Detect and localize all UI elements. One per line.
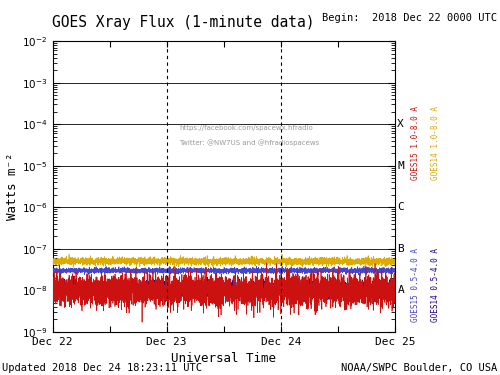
Text: GOES14 0.5-4.0 A: GOES14 0.5-4.0 A <box>430 248 440 322</box>
Text: M: M <box>398 161 404 171</box>
Text: C: C <box>398 202 404 212</box>
X-axis label: Universal Time: Universal Time <box>171 352 276 365</box>
Text: Begin:  2018 Dec 22 0000 UTC: Begin: 2018 Dec 22 0000 UTC <box>322 13 498 23</box>
Text: Updated 2018 Dec 24 18:23:11 UTC: Updated 2018 Dec 24 18:23:11 UTC <box>2 363 202 373</box>
Text: A: A <box>398 285 404 296</box>
Text: https://facebook.com/spacewx.hfradio: https://facebook.com/spacewx.hfradio <box>179 125 313 132</box>
Text: NOAA/SWPC Boulder, CO USA: NOAA/SWPC Boulder, CO USA <box>341 363 498 373</box>
Text: B: B <box>398 244 404 254</box>
Y-axis label: Watts m⁻²: Watts m⁻² <box>6 153 20 220</box>
Text: X: X <box>398 119 404 129</box>
Text: GOES15 1.0-8.0 A: GOES15 1.0-8.0 A <box>410 105 420 180</box>
Text: GOES14 1.0-8.0 A: GOES14 1.0-8.0 A <box>430 105 440 180</box>
Text: Twitter: @NW7US and @hfradiospacews: Twitter: @NW7US and @hfradiospacews <box>179 140 320 146</box>
Text: GOES15 0.5-4.0 A: GOES15 0.5-4.0 A <box>410 248 420 322</box>
Text: GOES Xray Flux (1-minute data): GOES Xray Flux (1-minute data) <box>52 15 315 30</box>
